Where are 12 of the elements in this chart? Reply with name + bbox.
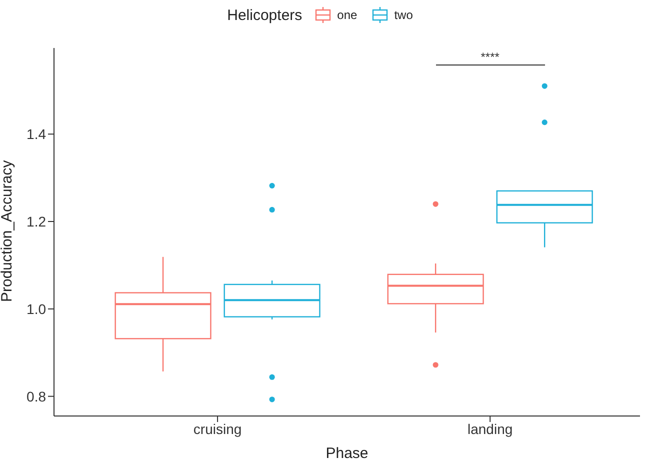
legend-title: Helicopters — [227, 6, 302, 24]
y-tick-label: 1.0 — [26, 300, 46, 317]
legend-label: two — [394, 8, 413, 22]
y-tick-label: 1.2 — [26, 213, 46, 230]
legend-label: one — [337, 8, 358, 22]
y-axis-title: Production_Accuracy — [0, 160, 16, 302]
x-axis-title: Phase — [326, 445, 368, 460]
x-tick-label: landing — [468, 420, 513, 437]
x-tick-label: cruising — [193, 420, 242, 437]
y-tick-label: 0.8 — [26, 388, 46, 404]
annotation: **** — [480, 50, 500, 64]
y-tick-label: 1.4 — [26, 126, 46, 142]
